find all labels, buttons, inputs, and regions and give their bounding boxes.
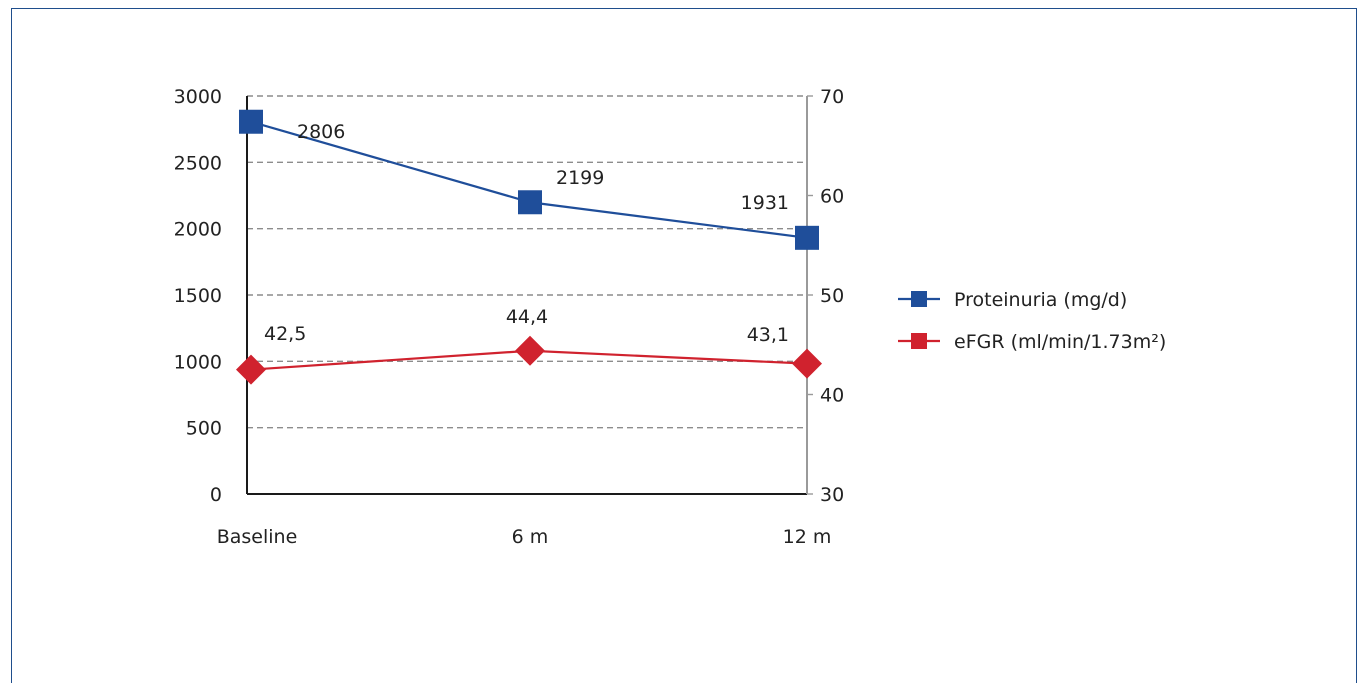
data-label: 2806 (297, 121, 345, 143)
x-tick-label: 6 m (512, 526, 549, 548)
y-right-tick-label: 30 (820, 484, 844, 506)
data-point-diamond (792, 348, 822, 379)
data-point-square (239, 109, 263, 134)
y-right-tick-label: 70 (820, 86, 844, 108)
data-label: 43,1 (747, 324, 789, 346)
y-left-tick-label: 500 (186, 418, 222, 440)
y-left-tick-label: 2000 (174, 219, 222, 241)
x-tick-label: 12 m (783, 526, 832, 548)
data-label: 1931 (741, 192, 789, 214)
y-left-tick-label: 1500 (174, 285, 222, 307)
figure-frame (11, 8, 1357, 683)
data-label: 2199 (556, 167, 604, 189)
x-tick-label: Baseline (217, 526, 298, 548)
y-left-tick-label: 1000 (174, 351, 222, 373)
legend-label: Proteinuria (mg/d) (954, 289, 1127, 311)
series: 2806 2199 1931 42,5 44,4 43,1 (236, 109, 822, 385)
y-right-tick-label: 40 (820, 385, 844, 407)
legend-marker (911, 333, 927, 349)
y-right-tick-label: 50 (820, 285, 844, 307)
axes (246, 95, 813, 495)
data-point-diamond (515, 335, 545, 366)
data-point-square (518, 190, 542, 215)
data-point-square (795, 225, 819, 250)
y-left-tick-label: 3000 (174, 86, 222, 108)
tick-labels: 0 500 1000 1500 2000 2500 3000 30 40 50 60 70 Baseli… (174, 86, 845, 548)
legend: Proteinuria (mg/d) eFGR (ml/min/1.73m²) (898, 289, 1166, 353)
y-left-tick-label: 2500 (174, 152, 222, 174)
y-left-tick-label: 0 (210, 484, 222, 506)
data-label: 42,5 (264, 323, 306, 345)
data-point-diamond (236, 354, 266, 385)
legend-marker (911, 291, 927, 307)
legend-label: eFGR (ml/min/1.73m²) (954, 331, 1166, 353)
y-right-tick-label: 60 (820, 186, 844, 208)
data-label: 44,4 (506, 306, 548, 328)
